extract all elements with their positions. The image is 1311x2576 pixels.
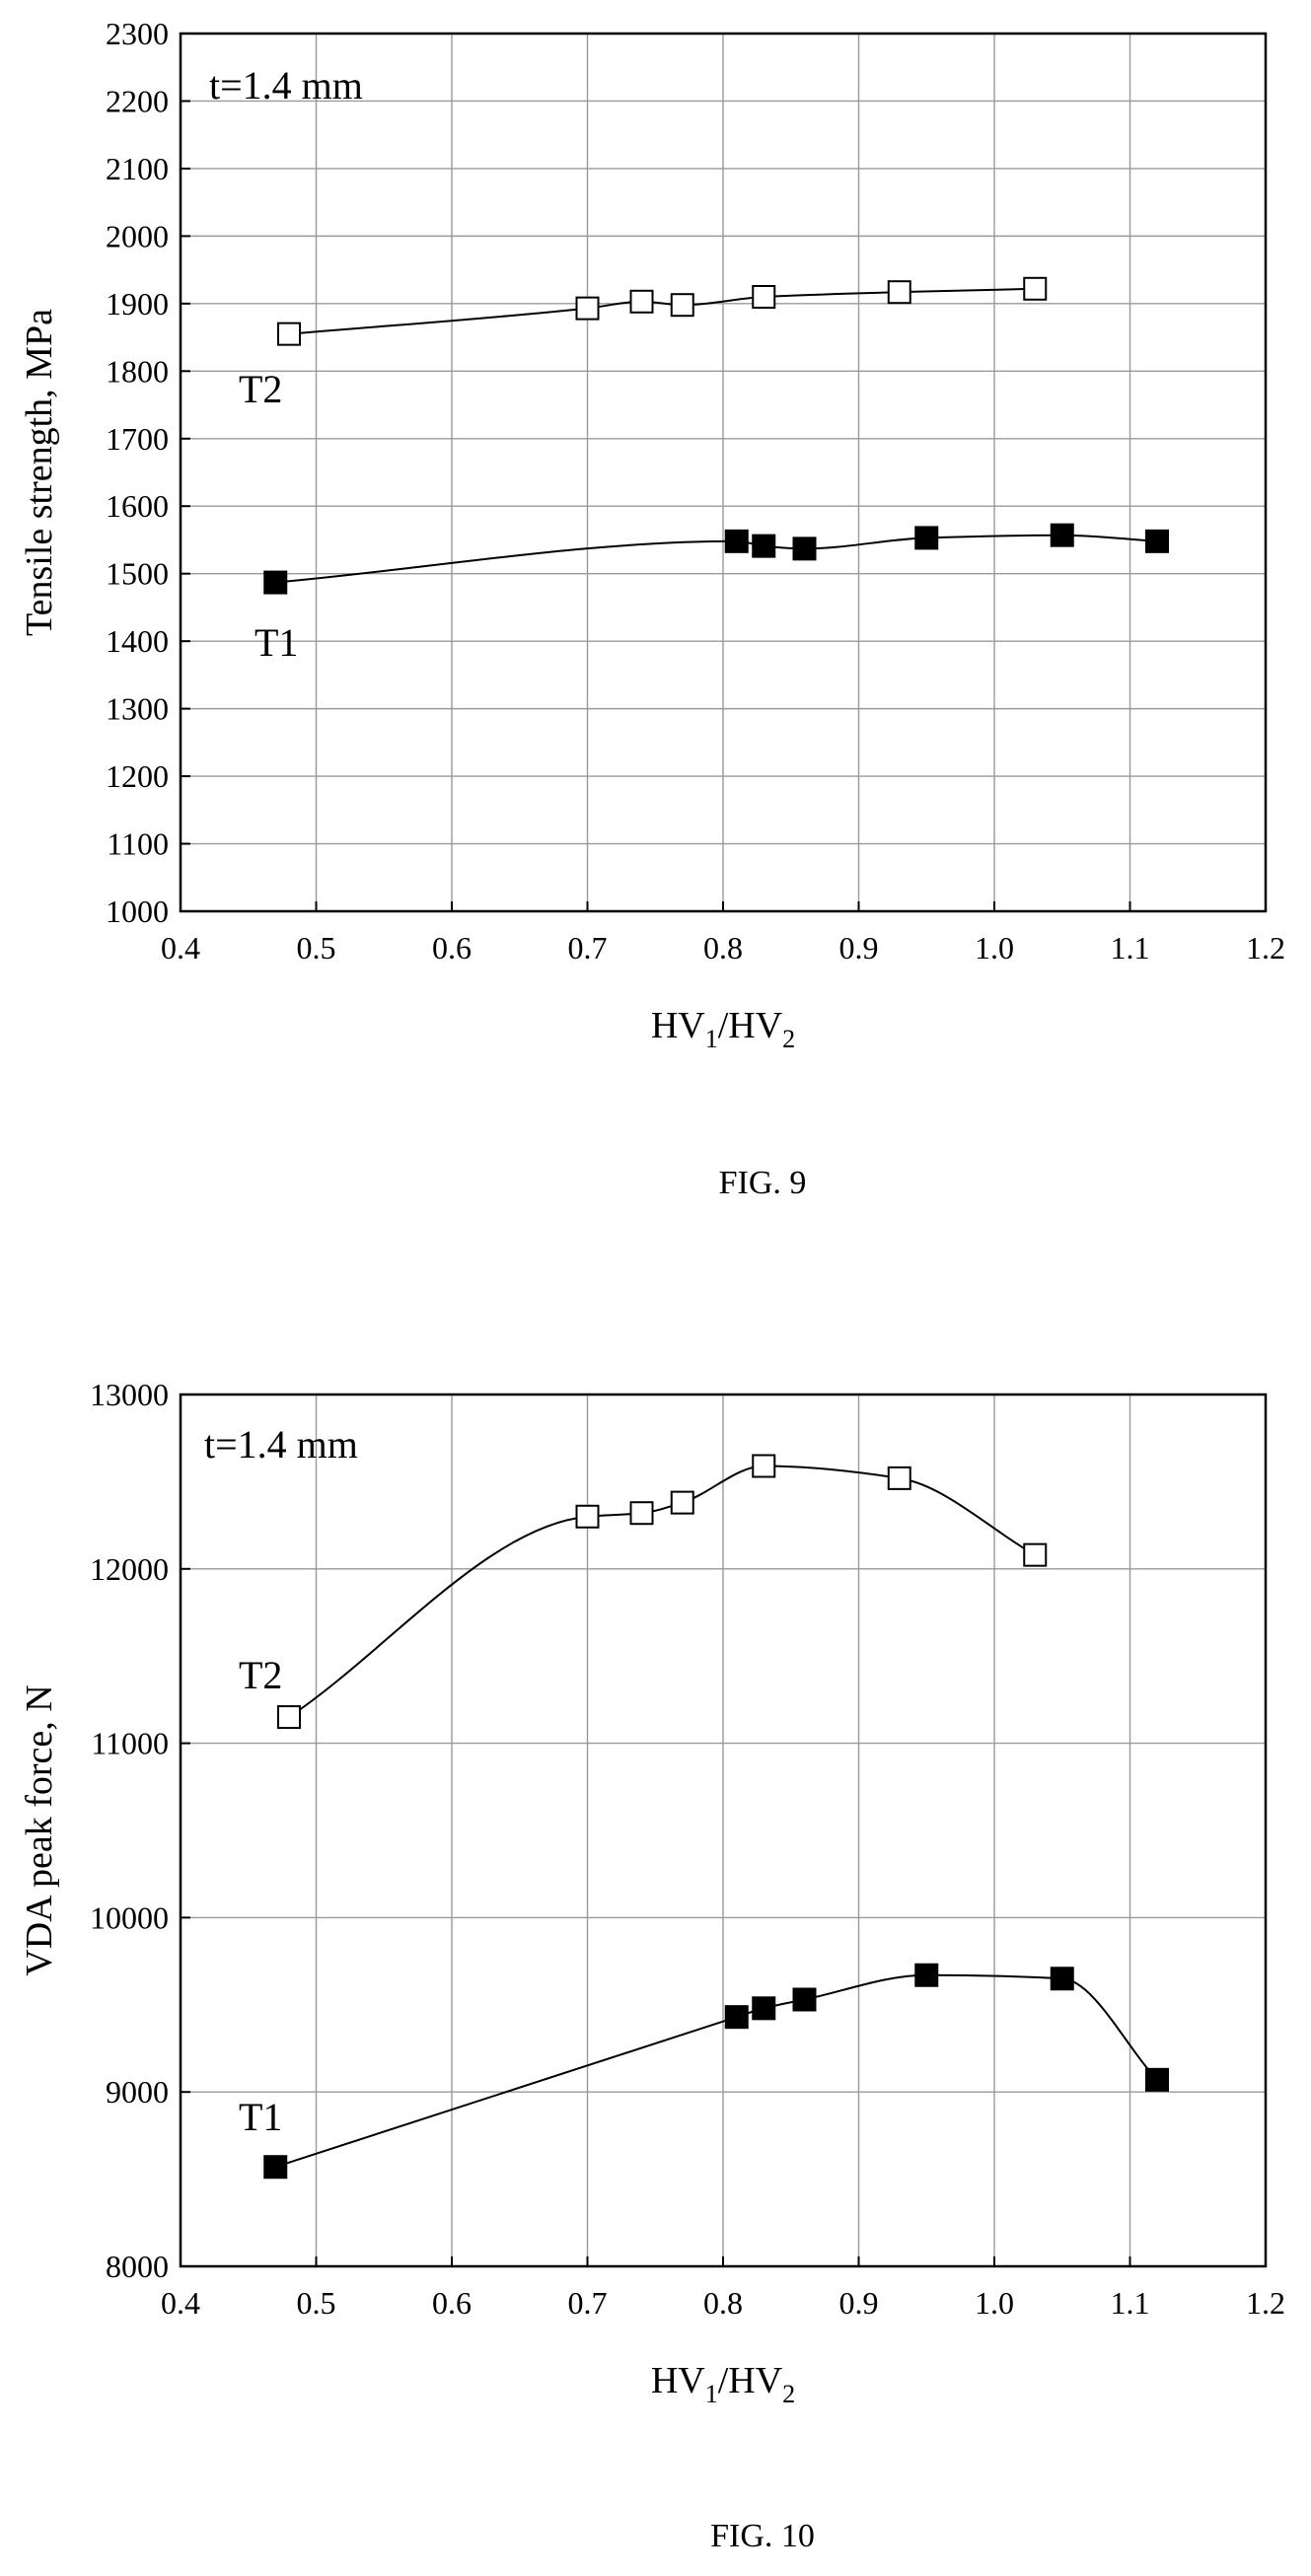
data-point-t2 <box>670 293 694 318</box>
data-point-t2 <box>887 1466 911 1490</box>
y-tick-label: 1400 <box>106 623 169 659</box>
x-tick-label: 1.0 <box>975 2285 1014 2321</box>
y-tick-label: 2300 <box>106 16 169 51</box>
data-point-t2 <box>575 296 600 321</box>
y-axis-label: VDA peak force, N <box>19 1684 60 1975</box>
y-tick-label: 10000 <box>90 1899 169 1935</box>
series-t2: T2 <box>239 276 1048 411</box>
x-tick-label: 0.9 <box>839 2285 879 2321</box>
series-line-t1 <box>274 1973 1158 2169</box>
data-point-t1 <box>263 570 288 595</box>
data-point-t2 <box>1023 276 1048 301</box>
figure-caption: FIG. 9 <box>719 1165 807 1201</box>
data-point-t1 <box>1145 2067 1169 2092</box>
data-point-t2 <box>752 285 776 309</box>
series-line-t2 <box>288 287 1036 335</box>
y-tick-label: 1700 <box>106 421 169 457</box>
x-tick-label: 0.4 <box>161 2285 200 2321</box>
y-tick-label: 1000 <box>106 894 169 929</box>
series-t1: T1 <box>255 523 1169 665</box>
data-point-t2 <box>277 1705 301 1730</box>
data-point-t2 <box>629 1501 654 1526</box>
data-point-t1 <box>792 1987 817 2012</box>
data-point-t2 <box>752 1454 776 1478</box>
gridlines <box>181 1395 1266 2266</box>
y-tick-label: 1600 <box>106 488 169 524</box>
series-t2: T2 <box>239 1454 1048 1730</box>
series-t1: T1 <box>239 1963 1169 2180</box>
thickness-annotation: t=1.4 mm <box>209 63 363 107</box>
axis-ticks: 0.4 0.5 0.6 0.7 0.8 0.9 1.0 1.1 1.2 8000 9000 10000… <box>90 1377 1285 2321</box>
y-axis-label: Tensile strength, MPa <box>19 309 60 636</box>
x-tick-label: 0.4 <box>161 930 200 966</box>
data-point-t1 <box>792 537 817 561</box>
y-tick-label: 1500 <box>106 556 169 592</box>
x-tick-label: 0.8 <box>703 2285 743 2321</box>
data-point-t1 <box>263 2155 288 2180</box>
y-tick-label: 13000 <box>90 1377 169 1412</box>
data-point-t1 <box>1145 529 1169 553</box>
thickness-annotation: t=1.4 mm <box>204 1422 358 1467</box>
data-point-t1 <box>724 2005 749 2030</box>
x-axis-label: HV1/HV2 <box>651 1005 795 1053</box>
y-tick-label: 1200 <box>106 758 169 794</box>
x-tick-label: 0.8 <box>703 930 743 966</box>
series-label-t2: T2 <box>239 367 282 411</box>
x-tick-label: 1.1 <box>1111 930 1150 966</box>
series-line-t2 <box>288 1465 1036 1718</box>
data-point-t1 <box>1050 1967 1074 1991</box>
y-tick-label: 8000 <box>106 2249 169 2284</box>
x-tick-label: 1.0 <box>975 930 1014 966</box>
chart-2: 0.4 0.5 0.6 0.7 0.8 0.9 1.0 1.1 1.2 8000 9000 10000… <box>19 1377 1285 2554</box>
data-point-t2 <box>575 1504 600 1529</box>
y-tick-label: 2100 <box>106 151 169 186</box>
data-point-t2 <box>670 1490 694 1515</box>
data-point-t2 <box>629 289 654 314</box>
axis-ticks: 0.4 0.5 0.6 0.7 0.8 0.9 1.0 1.1 1.2 1000 1100 1200 1… <box>106 16 1285 966</box>
series-label-t1: T1 <box>255 620 298 665</box>
data-point-t1 <box>724 529 749 553</box>
x-tick-label: 1.2 <box>1246 930 1285 966</box>
gridlines <box>181 34 1266 911</box>
x-tick-label: 0.6 <box>432 2285 472 2321</box>
x-tick-label: 0.7 <box>568 930 608 966</box>
y-tick-label: 1900 <box>106 286 169 322</box>
y-tick-label: 1800 <box>106 353 169 389</box>
x-tick-label: 0.5 <box>297 2285 336 2321</box>
chart-1: 0.4 0.5 0.6 0.7 0.8 0.9 1.0 1.1 1.2 1000 1100 1200 1… <box>19 16 1285 1201</box>
y-tick-label: 12000 <box>90 1551 169 1587</box>
series-label-t2: T2 <box>239 1653 282 1697</box>
data-point-t1 <box>914 1963 939 1987</box>
y-tick-label: 1100 <box>107 826 169 862</box>
data-point-t1 <box>752 1996 776 2021</box>
x-tick-label: 0.7 <box>568 2285 608 2321</box>
x-tick-label: 0.9 <box>839 930 879 966</box>
data-point-t2 <box>1023 1542 1048 1567</box>
data-point-t1 <box>752 534 776 558</box>
series-line-t1 <box>275 534 1158 584</box>
data-point-t1 <box>1050 523 1074 547</box>
x-tick-label: 0.6 <box>432 930 472 966</box>
x-tick-label: 1.1 <box>1111 2285 1150 2321</box>
x-tick-label: 1.2 <box>1246 2285 1285 2321</box>
data-point-t1 <box>914 526 939 550</box>
y-tick-label: 1300 <box>106 691 169 727</box>
y-tick-label: 2000 <box>106 218 169 253</box>
y-tick-label: 11000 <box>91 1726 169 1761</box>
y-tick-label: 9000 <box>106 2074 169 2110</box>
figure-caption: FIG. 10 <box>710 2518 815 2554</box>
y-tick-label: 2200 <box>106 83 169 118</box>
data-point-t2 <box>277 322 301 346</box>
series-label-t1: T1 <box>239 2095 282 2139</box>
x-tick-label: 0.5 <box>297 930 336 966</box>
data-point-t2 <box>887 280 911 305</box>
x-axis-label: HV1/HV2 <box>651 2360 795 2408</box>
